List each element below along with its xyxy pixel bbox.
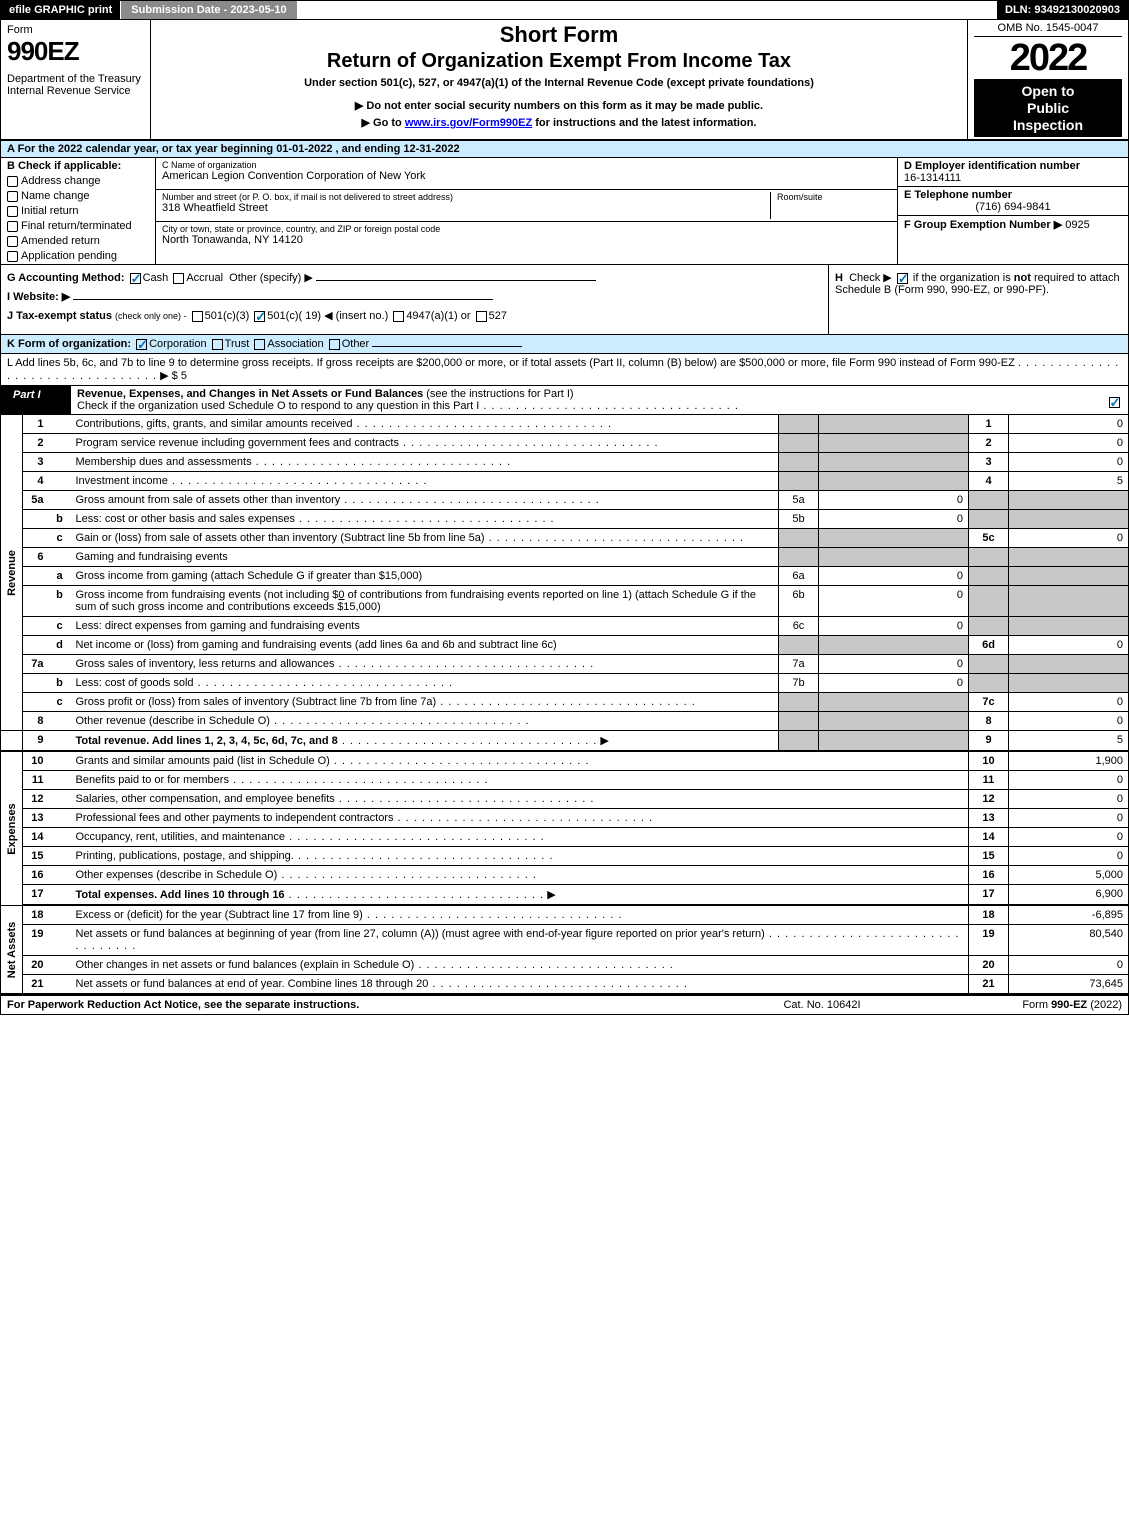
revenue-sidetab: Revenue <box>1 415 23 731</box>
header-right: OMB No. 1545-0047 2022 Open to Public In… <box>968 20 1128 139</box>
col-c: C Name of organization American Legion C… <box>156 158 898 264</box>
phone-value: (716) 694-9841 <box>904 201 1122 213</box>
line-h: H Check ▶ if the organization is not req… <box>828 265 1128 334</box>
b-opt-amended[interactable]: Amended return <box>7 235 149 247</box>
form-number: 990EZ <box>7 36 144 67</box>
omb-number: OMB No. 1545-0047 <box>974 22 1122 37</box>
ein-label: D Employer identification number <box>904 160 1122 172</box>
section-b-c-def: B Check if applicable: Address change Na… <box>0 158 1129 265</box>
city: North Tonawanda, NY 14120 <box>162 234 891 246</box>
dln: DLN: 93492130020903 <box>997 1 1128 19</box>
checkbox-icon <box>7 206 18 217</box>
accounting-other-input[interactable] <box>316 280 596 281</box>
goto-line: ▶ Go to www.irs.gov/Form990EZ for instru… <box>157 116 961 129</box>
col-def: D Employer identification number 16-1314… <box>898 158 1128 264</box>
header-left: Form 990EZ Department of the Treasury In… <box>1 20 151 139</box>
b-header: B Check if applicable: <box>7 160 149 172</box>
return-title: Return of Organization Exempt From Incom… <box>157 50 961 73</box>
form-word: Form <box>7 24 144 36</box>
org-name-box: C Name of organization American Legion C… <box>156 158 897 190</box>
ein-box: D Employer identification number 16-1314… <box>898 158 1128 187</box>
j-527-check[interactable] <box>476 311 487 322</box>
part-i-table: Revenue 1 Contributions, gifts, grants, … <box>0 415 1129 994</box>
col-b: B Check if applicable: Address change Na… <box>1 158 156 264</box>
website-input[interactable] <box>73 299 493 300</box>
org-name: American Legion Convention Corporation o… <box>162 170 891 182</box>
line-l: L Add lines 5b, 6c, and 7b to line 9 to … <box>0 354 1129 386</box>
ein-value: 16-1314111 <box>904 172 1122 184</box>
room-label: Room/suite <box>777 192 891 202</box>
top-bar: efile GRAPHIC print Submission Date - 20… <box>0 0 1129 20</box>
phone-box: E Telephone number (716) 694-9841 <box>898 187 1128 216</box>
footer-mid: Cat. No. 10642I <box>722 999 922 1011</box>
b-opt-pending[interactable]: Application pending <box>7 250 149 262</box>
ssn-warning: ▶ Do not enter social security numbers o… <box>157 99 961 112</box>
h-schedule-b-check[interactable] <box>897 273 908 284</box>
j-501c-check[interactable] <box>254 311 265 322</box>
k-trust-check[interactable] <box>212 339 223 350</box>
expenses-sidetab: Expenses <box>1 751 23 905</box>
part-i-title-block: Revenue, Expenses, and Changes in Net As… <box>71 386 1100 414</box>
accounting-cash-check[interactable] <box>130 273 141 284</box>
line-i: I Website: ▶ <box>7 290 822 303</box>
section-ghij: G Accounting Method: Cash Accrual Other … <box>0 265 1129 335</box>
dept-label: Department of the Treasury Internal Reve… <box>7 73 144 97</box>
part-i-tab: Part I <box>1 386 71 414</box>
tax-year: 2022 <box>974 39 1122 77</box>
b-opt-name[interactable]: Name change <box>7 190 149 202</box>
open-public-badge: Open to Public Inspection <box>974 79 1122 137</box>
k-corp-check[interactable] <box>136 339 147 350</box>
checkbox-icon <box>7 251 18 262</box>
org-name-label: C Name of organization <box>162 160 891 170</box>
b-opt-address[interactable]: Address change <box>7 175 149 187</box>
b-opt-initial[interactable]: Initial return <box>7 205 149 217</box>
phone-label: E Telephone number <box>904 189 1122 201</box>
submission-date: Submission Date - 2023-05-10 <box>121 1 296 19</box>
street-box: Number and street (or P. O. box, if mail… <box>156 190 897 222</box>
header-mid: Short Form Return of Organization Exempt… <box>151 20 968 139</box>
footer-left: For Paperwork Reduction Act Notice, see … <box>7 999 722 1011</box>
ghij-left: G Accounting Method: Cash Accrual Other … <box>1 265 828 334</box>
line-g: G Accounting Method: Cash Accrual Other … <box>7 271 822 284</box>
checkbox-icon <box>7 191 18 202</box>
b-opt-final[interactable]: Final return/terminated <box>7 220 149 232</box>
footer-right: Form 990-EZ (2022) <box>922 999 1122 1011</box>
line-k: K Form of organization: Corporation Trus… <box>0 335 1129 354</box>
street-label: Number and street (or P. O. box, if mail… <box>162 192 764 202</box>
schedule-o-check <box>1109 397 1120 408</box>
group-exempt-value: 0925 <box>1065 219 1089 231</box>
part-i-header: Part I Revenue, Expenses, and Changes in… <box>0 386 1129 415</box>
j-501c3-check[interactable] <box>192 311 203 322</box>
group-exempt-box: F Group Exemption Number ▶ 0925 <box>898 216 1128 233</box>
city-label: City or town, state or province, country… <box>162 224 891 234</box>
group-exempt-label: F Group Exemption Number ▶ <box>904 219 1062 231</box>
accounting-accrual-check[interactable] <box>173 273 184 284</box>
line-a: A For the 2022 calendar year, or tax yea… <box>0 141 1129 158</box>
j-4947-check[interactable] <box>393 311 404 322</box>
k-assoc-check[interactable] <box>254 339 265 350</box>
part-i-check[interactable] <box>1100 386 1128 414</box>
netassets-sidetab: Net Assets <box>1 905 23 994</box>
irs-link[interactable]: www.irs.gov/Form990EZ <box>405 117 532 129</box>
city-box: City or town, state or province, country… <box>156 222 897 254</box>
street: 318 Wheatfield Street <box>162 202 764 214</box>
efile-print: efile GRAPHIC print <box>1 1 121 19</box>
line-j: J Tax-exempt status (check only one) - 5… <box>7 309 822 322</box>
checkbox-icon <box>7 221 18 232</box>
page-footer: For Paperwork Reduction Act Notice, see … <box>0 994 1129 1015</box>
checkbox-icon <box>7 236 18 247</box>
under-section: Under section 501(c), 527, or 4947(a)(1)… <box>157 77 961 89</box>
checkbox-icon <box>7 176 18 187</box>
k-other-check[interactable] <box>329 339 340 350</box>
form-header: Form 990EZ Department of the Treasury In… <box>0 20 1129 141</box>
short-form-title: Short Form <box>157 22 961 48</box>
